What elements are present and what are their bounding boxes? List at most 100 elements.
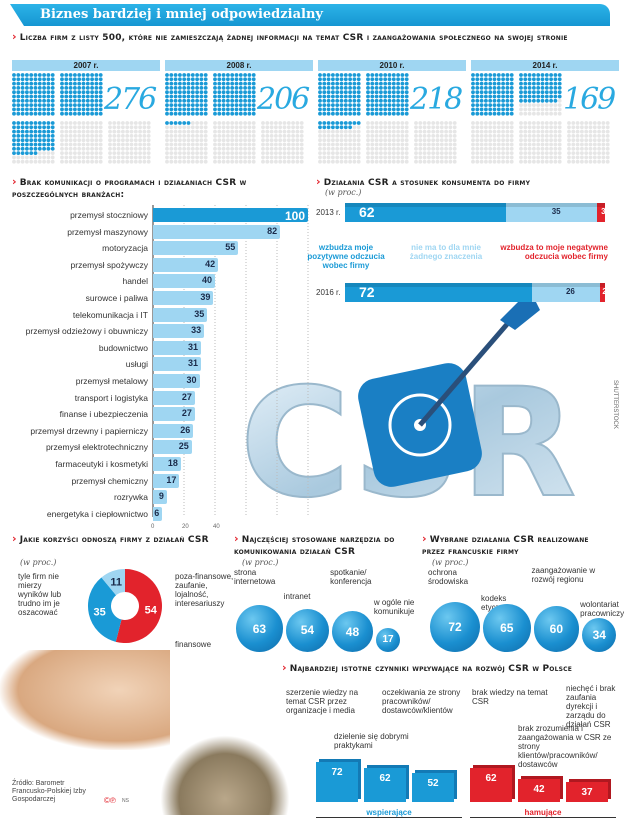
waffle-dot	[190, 134, 195, 138]
waffle-dot	[37, 155, 42, 160]
waffle-dot	[492, 121, 497, 125]
waffle-dot	[46, 142, 51, 147]
waffle-dot	[383, 155, 388, 160]
waffle-dot	[431, 151, 436, 155]
waffle-dot	[404, 81, 409, 86]
waffle-dot	[479, 159, 484, 164]
waffle-dot	[169, 121, 174, 125]
waffle-dot	[391, 103, 396, 107]
waffle-dot	[190, 142, 195, 147]
waffle-dot	[519, 107, 523, 112]
waffle-dot	[322, 146, 327, 151]
waffle-dot	[299, 159, 304, 164]
waffle-dot	[64, 159, 69, 164]
waffle-dot	[544, 159, 549, 164]
waffle-dot	[165, 103, 169, 107]
waffle-dot	[217, 138, 222, 143]
bar-value-label: 100	[284, 209, 305, 223]
waffle-dot	[60, 111, 64, 116]
waffle-dot	[544, 121, 549, 125]
waffle-dot	[580, 134, 584, 138]
waffle-dot	[318, 73, 322, 77]
waffle-dot	[64, 107, 69, 112]
waffle-dot	[178, 121, 182, 125]
waffle-dot	[326, 125, 331, 130]
waffle-dot	[488, 138, 493, 143]
waffle-dot	[435, 134, 440, 138]
waffle-dot	[182, 77, 187, 82]
waffle-dot	[81, 151, 86, 155]
waffle-dot	[475, 81, 480, 86]
waffle-dot	[597, 129, 601, 134]
waffle-dot	[16, 146, 21, 151]
waffle-dot	[549, 138, 553, 143]
waffle-dot	[243, 142, 247, 147]
waffle-dot	[571, 146, 576, 151]
waffle-dot	[519, 77, 523, 82]
waffle-dot	[234, 90, 239, 95]
waffle-dot	[138, 121, 142, 125]
waffle-dot	[605, 155, 610, 160]
waffle-dot	[90, 146, 94, 151]
waffle-dot	[251, 121, 256, 125]
waffle-dot	[471, 73, 475, 77]
waffle-dot	[291, 146, 295, 151]
waffle-dot	[169, 151, 174, 155]
waffle-dot	[605, 134, 610, 138]
waffle-dot	[435, 125, 440, 130]
waffle-dot	[370, 138, 375, 143]
waffle-dot	[274, 129, 278, 134]
waffle-dot	[165, 86, 169, 90]
waffle-dot	[374, 90, 379, 95]
waffle-dot	[331, 125, 335, 130]
waffle-dot	[169, 86, 174, 90]
waffle-dot	[199, 121, 204, 125]
waffle-dot	[356, 111, 361, 116]
waffle-dot	[575, 142, 580, 147]
waffle-dot	[427, 138, 431, 143]
waffle-dot	[286, 155, 291, 160]
waffle-dot	[479, 129, 484, 134]
waffle-dot	[203, 86, 208, 90]
waffle-dot	[230, 81, 235, 86]
waffle-dot	[73, 86, 77, 90]
waffle-dot	[318, 134, 322, 138]
waffle-dot	[25, 107, 29, 112]
bubble-label: zaangażowanie w rozwój regionu	[531, 566, 596, 584]
waffle-dot	[169, 94, 174, 99]
waffle-dot	[584, 121, 589, 125]
segment-value: 3	[601, 207, 606, 216]
waffle-dot	[331, 146, 335, 151]
waffle-dot	[571, 129, 576, 134]
waffle-dot	[60, 134, 64, 138]
waffle-dot	[16, 142, 21, 147]
bubble: 60	[533, 606, 580, 652]
waffle-dot	[366, 151, 370, 155]
waffle-dot	[186, 81, 191, 86]
waffle-dot	[221, 159, 226, 164]
waffle-dot	[374, 77, 379, 82]
waffle-dot	[343, 121, 348, 125]
waffle-dot	[42, 94, 46, 99]
waffle-dot	[553, 73, 558, 77]
waffle-dot	[243, 77, 247, 82]
waffle-dot	[404, 121, 409, 125]
waffle-dot	[116, 151, 121, 155]
waffle-dot	[269, 125, 274, 130]
waffle-dot	[322, 155, 327, 160]
waffle-dot	[213, 159, 217, 164]
waffle-dot	[243, 90, 247, 95]
waffle-dot	[278, 155, 283, 160]
waffle-dot	[492, 129, 497, 134]
waffle-dot	[318, 103, 322, 107]
waffle-dot	[348, 151, 352, 155]
waffle-dot	[322, 142, 327, 147]
waffle-dot	[549, 90, 553, 95]
waffle-dot	[343, 94, 348, 99]
waffle-dot	[374, 121, 379, 125]
waffle-dot	[282, 151, 287, 155]
waffle-dot	[605, 151, 610, 155]
waffle-dot	[519, 121, 523, 125]
waffle-dot	[190, 151, 195, 155]
waffle-dot	[199, 134, 204, 138]
